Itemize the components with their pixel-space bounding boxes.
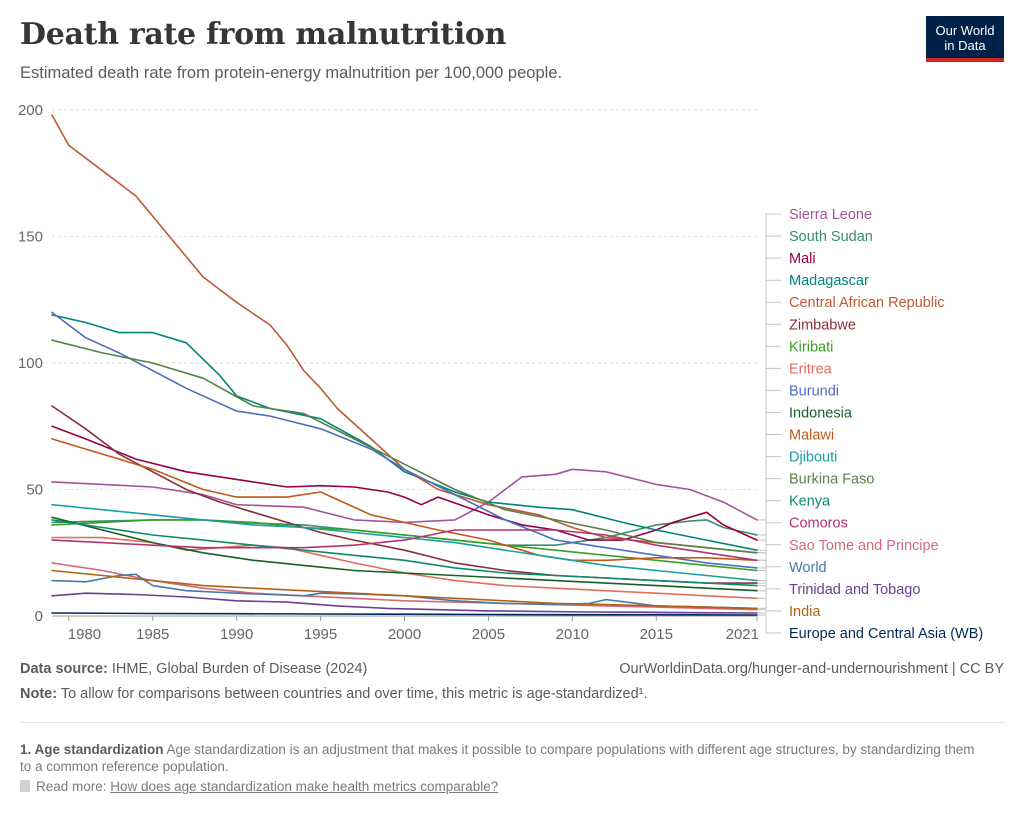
logo-line-1: Our World bbox=[935, 23, 995, 38]
footnote-label: 1. Age standardization bbox=[20, 742, 164, 757]
series-label: Comoros bbox=[789, 516, 848, 532]
label-connector bbox=[758, 478, 781, 554]
x-tick-label: 2015 bbox=[640, 626, 673, 643]
source-label: Data source: bbox=[20, 661, 108, 677]
series-line bbox=[51, 311, 758, 569]
read-more-link[interactable]: How does age standardization make health… bbox=[110, 779, 499, 794]
series-label: Eritrea bbox=[789, 361, 833, 377]
label-connector bbox=[758, 607, 781, 612]
y-tick-label: 50 bbox=[26, 482, 43, 499]
source-url[interactable]: OurWorldinData.org/hunger-and-undernouri… bbox=[619, 661, 1004, 677]
document-icon bbox=[20, 780, 30, 792]
series-label: World bbox=[789, 560, 827, 576]
y-tick-label: 150 bbox=[18, 229, 43, 246]
series-label: Indonesia bbox=[789, 405, 853, 421]
series-label: Malawi bbox=[789, 428, 834, 444]
label-connector bbox=[758, 389, 781, 569]
footnote-text: Age standardization is an adjustment tha… bbox=[20, 742, 975, 774]
line-chart: 0 50 100 150 200 1980 1985 1990 1995 2000 2005 2010… bbox=[18, 102, 983, 643]
series-label: Sao Tome and Principe bbox=[789, 538, 939, 554]
x-tick-label: 1995 bbox=[304, 626, 337, 643]
label-connector bbox=[758, 522, 781, 561]
owid-logo[interactable]: Our World in Data bbox=[926, 16, 1004, 62]
logo-line-2: in Data bbox=[944, 38, 986, 53]
x-tick-label: 2005 bbox=[472, 626, 505, 643]
label-connector bbox=[758, 213, 781, 521]
label-connector bbox=[758, 456, 781, 582]
series-label: Sierra Leone bbox=[789, 207, 872, 223]
label-connector bbox=[758, 257, 781, 541]
footnote: 1. Age standardization Age standardizati… bbox=[20, 741, 980, 775]
series-label: South Sudan bbox=[789, 229, 873, 245]
chart-subtitle: Estimated death rate from protein-energy… bbox=[20, 64, 563, 82]
series-line bbox=[51, 573, 758, 610]
x-tick-label: 2010 bbox=[556, 626, 589, 643]
series-line bbox=[51, 562, 758, 611]
series-label: India bbox=[789, 604, 821, 620]
x-tick-label: 1980 bbox=[68, 626, 101, 643]
series-line bbox=[51, 468, 758, 524]
label-connector bbox=[758, 614, 781, 634]
series-line bbox=[51, 592, 758, 614]
footer-divider bbox=[20, 722, 1005, 723]
series-label: Zimbabwe bbox=[789, 317, 856, 333]
series-label: Trinidad and Tobago bbox=[789, 582, 920, 598]
label-connector bbox=[758, 301, 781, 554]
series-label: Europe and Central Asia (WB) bbox=[789, 626, 983, 642]
label-connector bbox=[758, 235, 781, 536]
read-more: Read more: How does age standardization … bbox=[20, 779, 498, 794]
label-connector bbox=[758, 434, 781, 561]
note: Note: To allow for comparisons between c… bbox=[20, 686, 648, 702]
x-tick-label: 2000 bbox=[388, 626, 421, 643]
series-line bbox=[51, 569, 758, 610]
label-connector bbox=[758, 566, 781, 609]
series-line bbox=[51, 536, 758, 600]
series-label: Burkina Faso bbox=[789, 472, 874, 488]
source-text: IHME, Global Burden of Disease (2024) bbox=[107, 661, 368, 677]
series-label: Kenya bbox=[789, 494, 831, 510]
series-line bbox=[51, 612, 758, 616]
series-line bbox=[51, 339, 758, 554]
series-line bbox=[51, 405, 758, 584]
label-connector bbox=[758, 345, 781, 571]
series-label: Djibouti bbox=[789, 450, 837, 466]
series-line bbox=[51, 529, 758, 562]
label-connector bbox=[758, 412, 781, 592]
series-line bbox=[51, 425, 758, 541]
series-label: Mali bbox=[789, 251, 816, 267]
y-tick-label: 200 bbox=[18, 102, 43, 119]
label-connector bbox=[758, 279, 781, 551]
y-tick-label: 100 bbox=[18, 355, 43, 372]
data-source: Data source: IHME, Global Burden of Dise… bbox=[20, 661, 367, 677]
label-connector bbox=[758, 367, 781, 599]
series-label: Kiribati bbox=[789, 339, 833, 355]
label-connector bbox=[758, 588, 781, 614]
series-line bbox=[51, 503, 758, 582]
x-tick-label: 1985 bbox=[136, 626, 169, 643]
series-label: Burundi bbox=[789, 383, 839, 399]
read-more-label: Read more: bbox=[36, 779, 111, 794]
series-label: Madagascar bbox=[789, 273, 869, 289]
note-text: To allow for comparisons between countri… bbox=[57, 686, 648, 702]
label-connector bbox=[758, 323, 781, 584]
series-line bbox=[51, 438, 758, 562]
series-label: Central African Republic bbox=[789, 295, 945, 311]
y-tick-label: 0 bbox=[35, 608, 43, 625]
label-connector bbox=[758, 544, 781, 611]
series-line bbox=[51, 519, 758, 587]
chart-title: Death rate from malnutrition bbox=[20, 17, 507, 52]
note-label: Note: bbox=[20, 686, 58, 702]
label-connector bbox=[758, 500, 781, 587]
x-tick-label: 2021 bbox=[726, 626, 759, 643]
x-tick-label: 1990 bbox=[220, 626, 253, 643]
